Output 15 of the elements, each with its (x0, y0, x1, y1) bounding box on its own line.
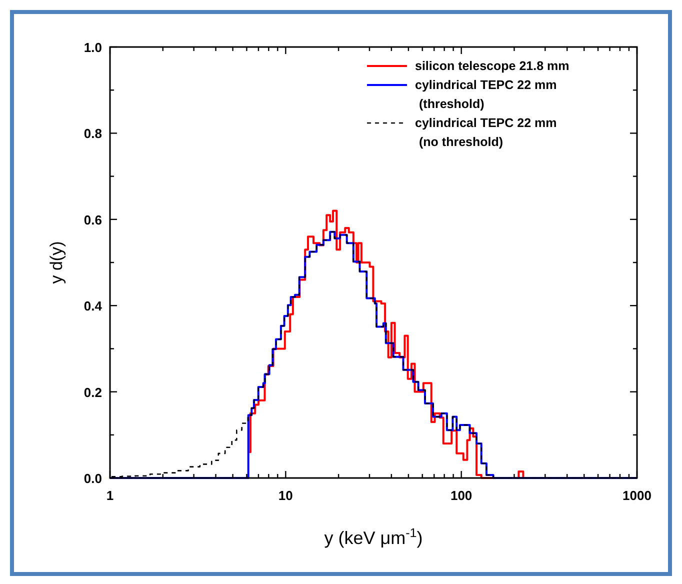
y-tick-label: 0.4 (84, 298, 103, 314)
x-tick-label: 100 (450, 488, 472, 503)
y-tick-label: 0.2 (84, 384, 102, 400)
legend-label: cylindrical TEPC 22 mm (no threshold) (415, 116, 557, 149)
x-tick-label: 1000 (622, 488, 652, 503)
y-tick-label: 0.8 (84, 126, 102, 142)
y-tick-label: 0.0 (84, 471, 102, 486)
y-tick-label: 0.6 (84, 212, 102, 228)
y-tick-label: 1.0 (84, 40, 102, 55)
y-axis-title: y d(y) (47, 241, 66, 284)
x-tick-label: 1 (106, 488, 114, 503)
legend-label: cylindrical TEPC 22 mm (threshold) (415, 78, 557, 111)
x-tick-label: 10 (278, 488, 293, 503)
x-axis-title: y (keV μm$^{-1}$) (324, 526, 423, 548)
legend-label: silicon telescope 21.8 mm (415, 59, 570, 73)
